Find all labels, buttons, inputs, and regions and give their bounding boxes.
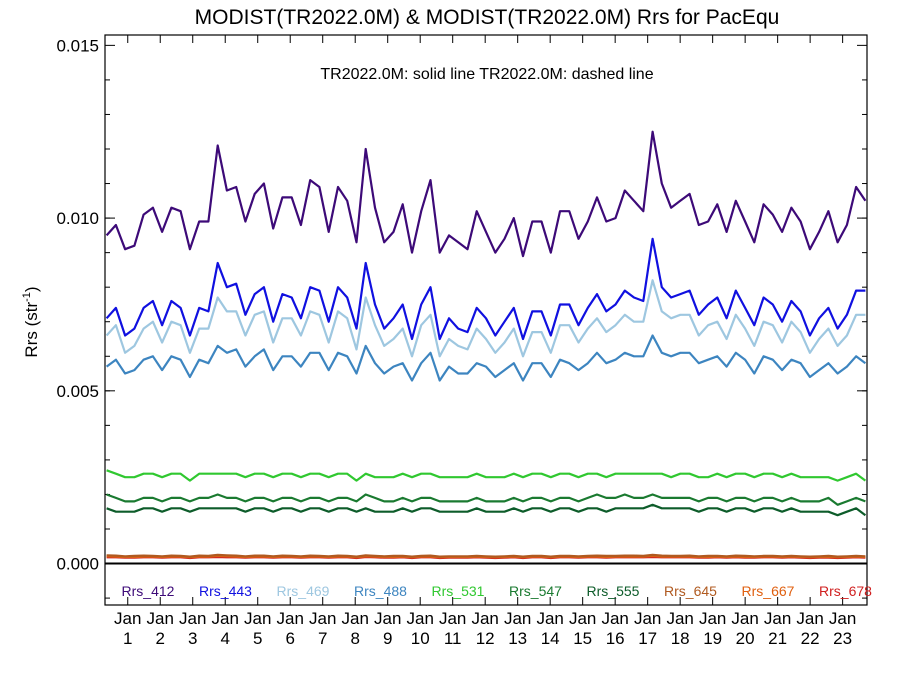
x-tick-month-label: Jan — [147, 609, 174, 628]
x-tick-month-label: Jan — [244, 609, 271, 628]
y-axis: 0.000 0.005 0.010 0.015 — [56, 36, 867, 598]
x-tick-month-label: Jan — [114, 609, 141, 628]
x-tick-year-label: 7 — [318, 629, 327, 648]
legend-entry-rrs-531: Rrs_531 — [432, 583, 485, 599]
x-tick-year-label: 18 — [671, 629, 690, 648]
x-tick-month-label: Jan — [536, 609, 563, 628]
x-tick-year-label: 22 — [801, 629, 820, 648]
x-tick-month-label: Jan — [179, 609, 206, 628]
x-tick-year-label: 1 — [123, 629, 132, 648]
legend-entry-rrs-488: Rrs_488 — [354, 583, 407, 599]
x-tick-year-label: 5 — [253, 629, 262, 648]
series-line-rrs-412 — [107, 132, 866, 256]
x-tick-year-label: 11 — [444, 629, 462, 648]
series-line-rrs-555 — [107, 505, 866, 515]
series-line-rrs-531 — [107, 470, 866, 480]
x-tick-month-label: Jan — [309, 609, 336, 628]
legend-entry-rrs-555: Rrs_555 — [587, 583, 640, 599]
x-tick-year-label: 9 — [383, 629, 392, 648]
legend-entry-rrs-443: Rrs_443 — [199, 583, 252, 599]
legend-entry-rrs-645: Rrs_645 — [664, 583, 717, 599]
legend-entry-rrs-412: Rrs_412 — [122, 583, 175, 599]
x-tick-year-label: 3 — [188, 629, 197, 648]
x-tick-month-label: Jan — [666, 609, 693, 628]
x-tick-year-label: 19 — [703, 629, 722, 648]
x-tick-month-label: Jan — [699, 609, 726, 628]
y-tick-label: 0.005 — [56, 382, 99, 401]
legend-entry-rrs-667: Rrs_667 — [742, 583, 795, 599]
x-tick-month-label: Jan — [601, 609, 628, 628]
x-tick-month-label: Jan — [439, 609, 466, 628]
x-tick-year-label: 6 — [285, 629, 294, 648]
x-tick-month-label: Jan — [212, 609, 239, 628]
x-tick-month-label: Jan — [374, 609, 401, 628]
x-tick-month-label: Jan — [277, 609, 304, 628]
x-tick-year-label: 15 — [573, 629, 592, 648]
x-tick-month-label: Jan — [796, 609, 823, 628]
x-tick-year-label: 8 — [350, 629, 359, 648]
legend-entry-rrs-547: Rrs_547 — [509, 583, 562, 599]
x-tick-year-label: 23 — [833, 629, 852, 648]
x-tick-month-label: Jan — [634, 609, 661, 628]
legend-entry-rrs-469: Rrs_469 — [277, 583, 330, 599]
x-tick-month-label: Jan — [829, 609, 856, 628]
series-line-rrs-443 — [107, 239, 866, 339]
y-tick-label: 0.010 — [56, 209, 99, 228]
x-tick-year-label: 16 — [606, 629, 625, 648]
x-tick-month-label: Jan — [764, 609, 791, 628]
x-tick-month-label: Jan — [731, 609, 758, 628]
x-tick-year-label: 14 — [541, 629, 560, 648]
x-tick-month-label: Jan — [504, 609, 531, 628]
x-tick-year-label: 10 — [411, 629, 430, 648]
x-tick-year-label: 2 — [156, 629, 165, 648]
series-lines — [107, 132, 866, 558]
x-tick-month-label: Jan — [341, 609, 368, 628]
x-tick-year-label: 20 — [736, 629, 755, 648]
x-tick-month-label: Jan — [471, 609, 498, 628]
y-tick-label: 0.015 — [56, 36, 99, 55]
y-axis-label: Rrs (str-1) — [21, 286, 41, 357]
series-line-rrs-547 — [107, 495, 866, 505]
x-tick-year-label: 13 — [508, 629, 527, 648]
x-tick-month-label: Jan — [569, 609, 596, 628]
legend: Rrs_412 Rrs_443 Rrs_469 Rrs_488 Rrs_531 Rrs_5… — [122, 583, 873, 599]
x-tick-year-label: 17 — [638, 629, 657, 648]
y-tick-label: 0.000 — [56, 555, 99, 574]
x-tick-year-label: 21 — [768, 629, 787, 648]
legend-entry-rrs-678: Rrs_678 — [819, 583, 872, 599]
x-tick-month-label: Jan — [406, 609, 433, 628]
line-style-annotation: TR2022.0M: solid line TR2022.0M: dashed … — [320, 66, 653, 83]
x-tick-year-label: 4 — [220, 629, 229, 648]
x-tick-year-label: 12 — [476, 629, 495, 648]
chart-title: MODIST(TR2022.0M) & MODIST(TR2022.0M) Rr… — [195, 6, 780, 29]
